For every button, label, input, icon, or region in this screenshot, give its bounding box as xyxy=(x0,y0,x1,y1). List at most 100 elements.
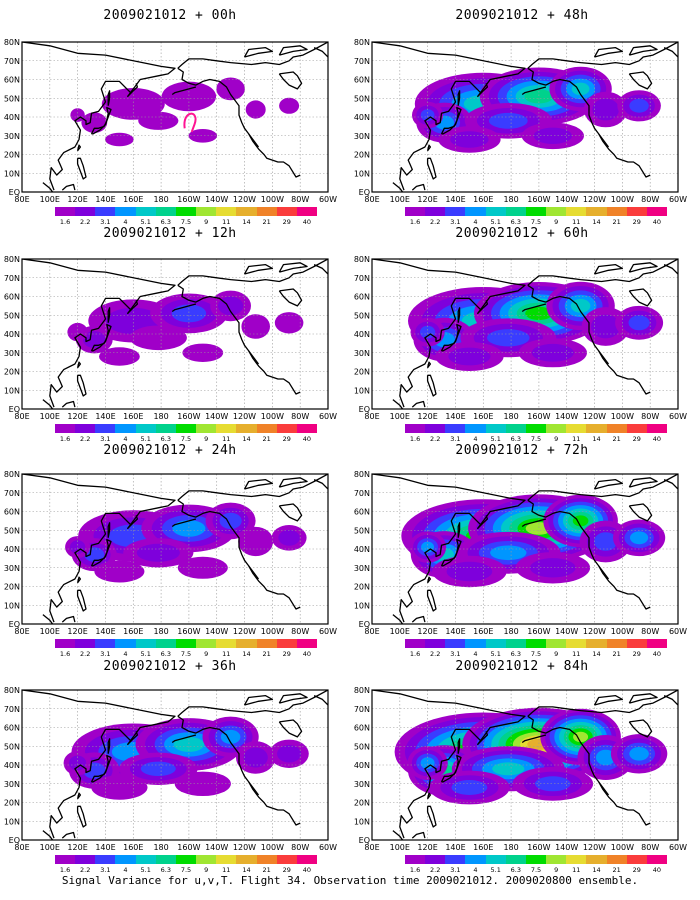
coastline xyxy=(628,71,653,90)
colorbar-level-label: 21 xyxy=(262,218,271,226)
coastline xyxy=(76,157,87,180)
coastline xyxy=(593,694,624,706)
variance-contour xyxy=(140,761,176,776)
variance-contour xyxy=(245,100,266,119)
colorbar-level-label: 21 xyxy=(612,650,621,658)
colorbar-level-label: 3.1 xyxy=(100,650,111,658)
variance-contour xyxy=(592,98,620,121)
x-tick-label: 120W xyxy=(233,412,256,421)
variance-contour xyxy=(81,112,108,133)
colorbar-swatch xyxy=(485,639,506,648)
y-tick-label: 20N xyxy=(354,799,370,808)
panel-title: 2009021012 + 12h xyxy=(103,226,237,241)
x-tick-label: 60W xyxy=(319,843,337,852)
y-tick-label: 80N xyxy=(4,38,20,47)
coastline xyxy=(527,690,678,717)
y-tick-label: 80N xyxy=(354,470,370,479)
colorbar-level-label: 1.6 xyxy=(59,435,71,443)
colorbar-level-label: 7.5 xyxy=(530,435,542,443)
colorbar-swatch xyxy=(175,207,197,216)
x-tick-label: 140E xyxy=(445,627,465,636)
colorbar-level-label: 29 xyxy=(282,218,291,226)
colorbar-swatch xyxy=(626,424,647,433)
x-tick-label: 140E xyxy=(445,412,465,421)
coastline xyxy=(313,264,328,275)
colorbar-level-label: 21 xyxy=(262,866,271,874)
colorbar-level-label: 11 xyxy=(222,650,231,658)
colorbar-swatch xyxy=(546,855,567,864)
coastline xyxy=(392,399,404,409)
colorbar xyxy=(55,424,318,433)
coastline xyxy=(628,477,658,488)
x-tick-label: 120W xyxy=(583,843,606,852)
colorbar xyxy=(405,855,668,864)
x-tick-label: 140E xyxy=(445,195,465,204)
coastline xyxy=(42,182,54,192)
variance-contour xyxy=(524,89,554,104)
colorbar-swatch xyxy=(236,639,257,648)
panel-title: 2009021012 + 60h xyxy=(455,226,589,241)
y-tick-label: 60N xyxy=(4,293,20,302)
colorbar-level-label: 29 xyxy=(632,435,641,443)
colorbar-level-label: 9 xyxy=(204,650,209,658)
coastline xyxy=(372,42,526,191)
colorbar-labels: 1.6 2.2 3.1 4 5.1 6.3 7.5 9 11 14 21 29 40 xyxy=(405,650,667,658)
x-tick-label: 80W xyxy=(641,627,659,636)
coastline xyxy=(521,734,547,744)
colorbar-swatch xyxy=(445,424,466,433)
coastline xyxy=(107,90,111,106)
variance-contour xyxy=(216,77,245,101)
x-tick-label: 60W xyxy=(319,195,337,204)
y-tick-label: 60N xyxy=(4,724,20,733)
y-tick-label: 50N xyxy=(4,94,20,103)
coastline xyxy=(628,288,653,307)
coastlines xyxy=(372,690,678,840)
variance-contour xyxy=(188,129,218,143)
coastline xyxy=(61,831,76,839)
grid-lines xyxy=(22,474,328,624)
colorbar-level-label: 4 xyxy=(473,218,478,226)
colorbar-swatch xyxy=(405,855,426,864)
variance-contour xyxy=(595,749,616,766)
x-tick-label: 140E xyxy=(95,412,115,421)
x-tick-label: 140E xyxy=(95,627,115,636)
coastline xyxy=(22,42,176,191)
colorbar-level-label: 40 xyxy=(652,435,662,443)
colorbar-level-label: 11 xyxy=(222,218,231,226)
colorbar-level-label: 4 xyxy=(473,866,478,874)
map-plot: 80E 100E 120E 140E 160E 180 160W 140W 120W 100W 80… xyxy=(354,38,687,204)
coastline xyxy=(243,46,274,58)
colorbar-level-label: 1.6 xyxy=(59,866,71,874)
coastline xyxy=(392,614,404,624)
variance-contour xyxy=(446,561,493,582)
colorbar-swatch xyxy=(135,855,156,864)
x-tick-label: 80E xyxy=(364,195,379,204)
variance-contour xyxy=(594,532,618,551)
colorbar-level-label: 2.2 xyxy=(430,218,441,226)
colorbar-level-label: 5.1 xyxy=(140,866,151,874)
coastline xyxy=(313,47,328,58)
colorbar-level-label: 7.5 xyxy=(180,866,192,874)
coastline xyxy=(127,300,139,314)
x-tick-label: 140W xyxy=(555,843,578,852)
coastline xyxy=(527,42,678,69)
coastlines xyxy=(22,42,328,192)
colorbar-level-label: 4 xyxy=(123,866,128,874)
colorbar-swatch xyxy=(546,207,567,216)
colorbar-level-label: 7.5 xyxy=(180,218,192,226)
colorbar-swatch xyxy=(646,424,668,433)
colorbar-level-label: 14 xyxy=(592,650,601,658)
colorbar-level-label: 9 xyxy=(554,650,559,658)
colorbar-swatch xyxy=(405,639,426,648)
colorbar-swatch xyxy=(525,855,547,864)
figure-caption: Signal Variance for u,v,T. Flight 34. Ob… xyxy=(61,874,639,887)
coastline xyxy=(372,474,526,623)
colorbar-swatch xyxy=(606,855,627,864)
colorbar-level-label: 4 xyxy=(123,435,128,443)
x-tick-label: 120W xyxy=(583,412,606,421)
coastline xyxy=(22,690,176,839)
x-tick-label: 120E xyxy=(67,627,87,636)
colorbar-level-label: 21 xyxy=(262,650,271,658)
y-tick-label: 50N xyxy=(4,742,20,751)
colorbar-swatch xyxy=(276,207,297,216)
